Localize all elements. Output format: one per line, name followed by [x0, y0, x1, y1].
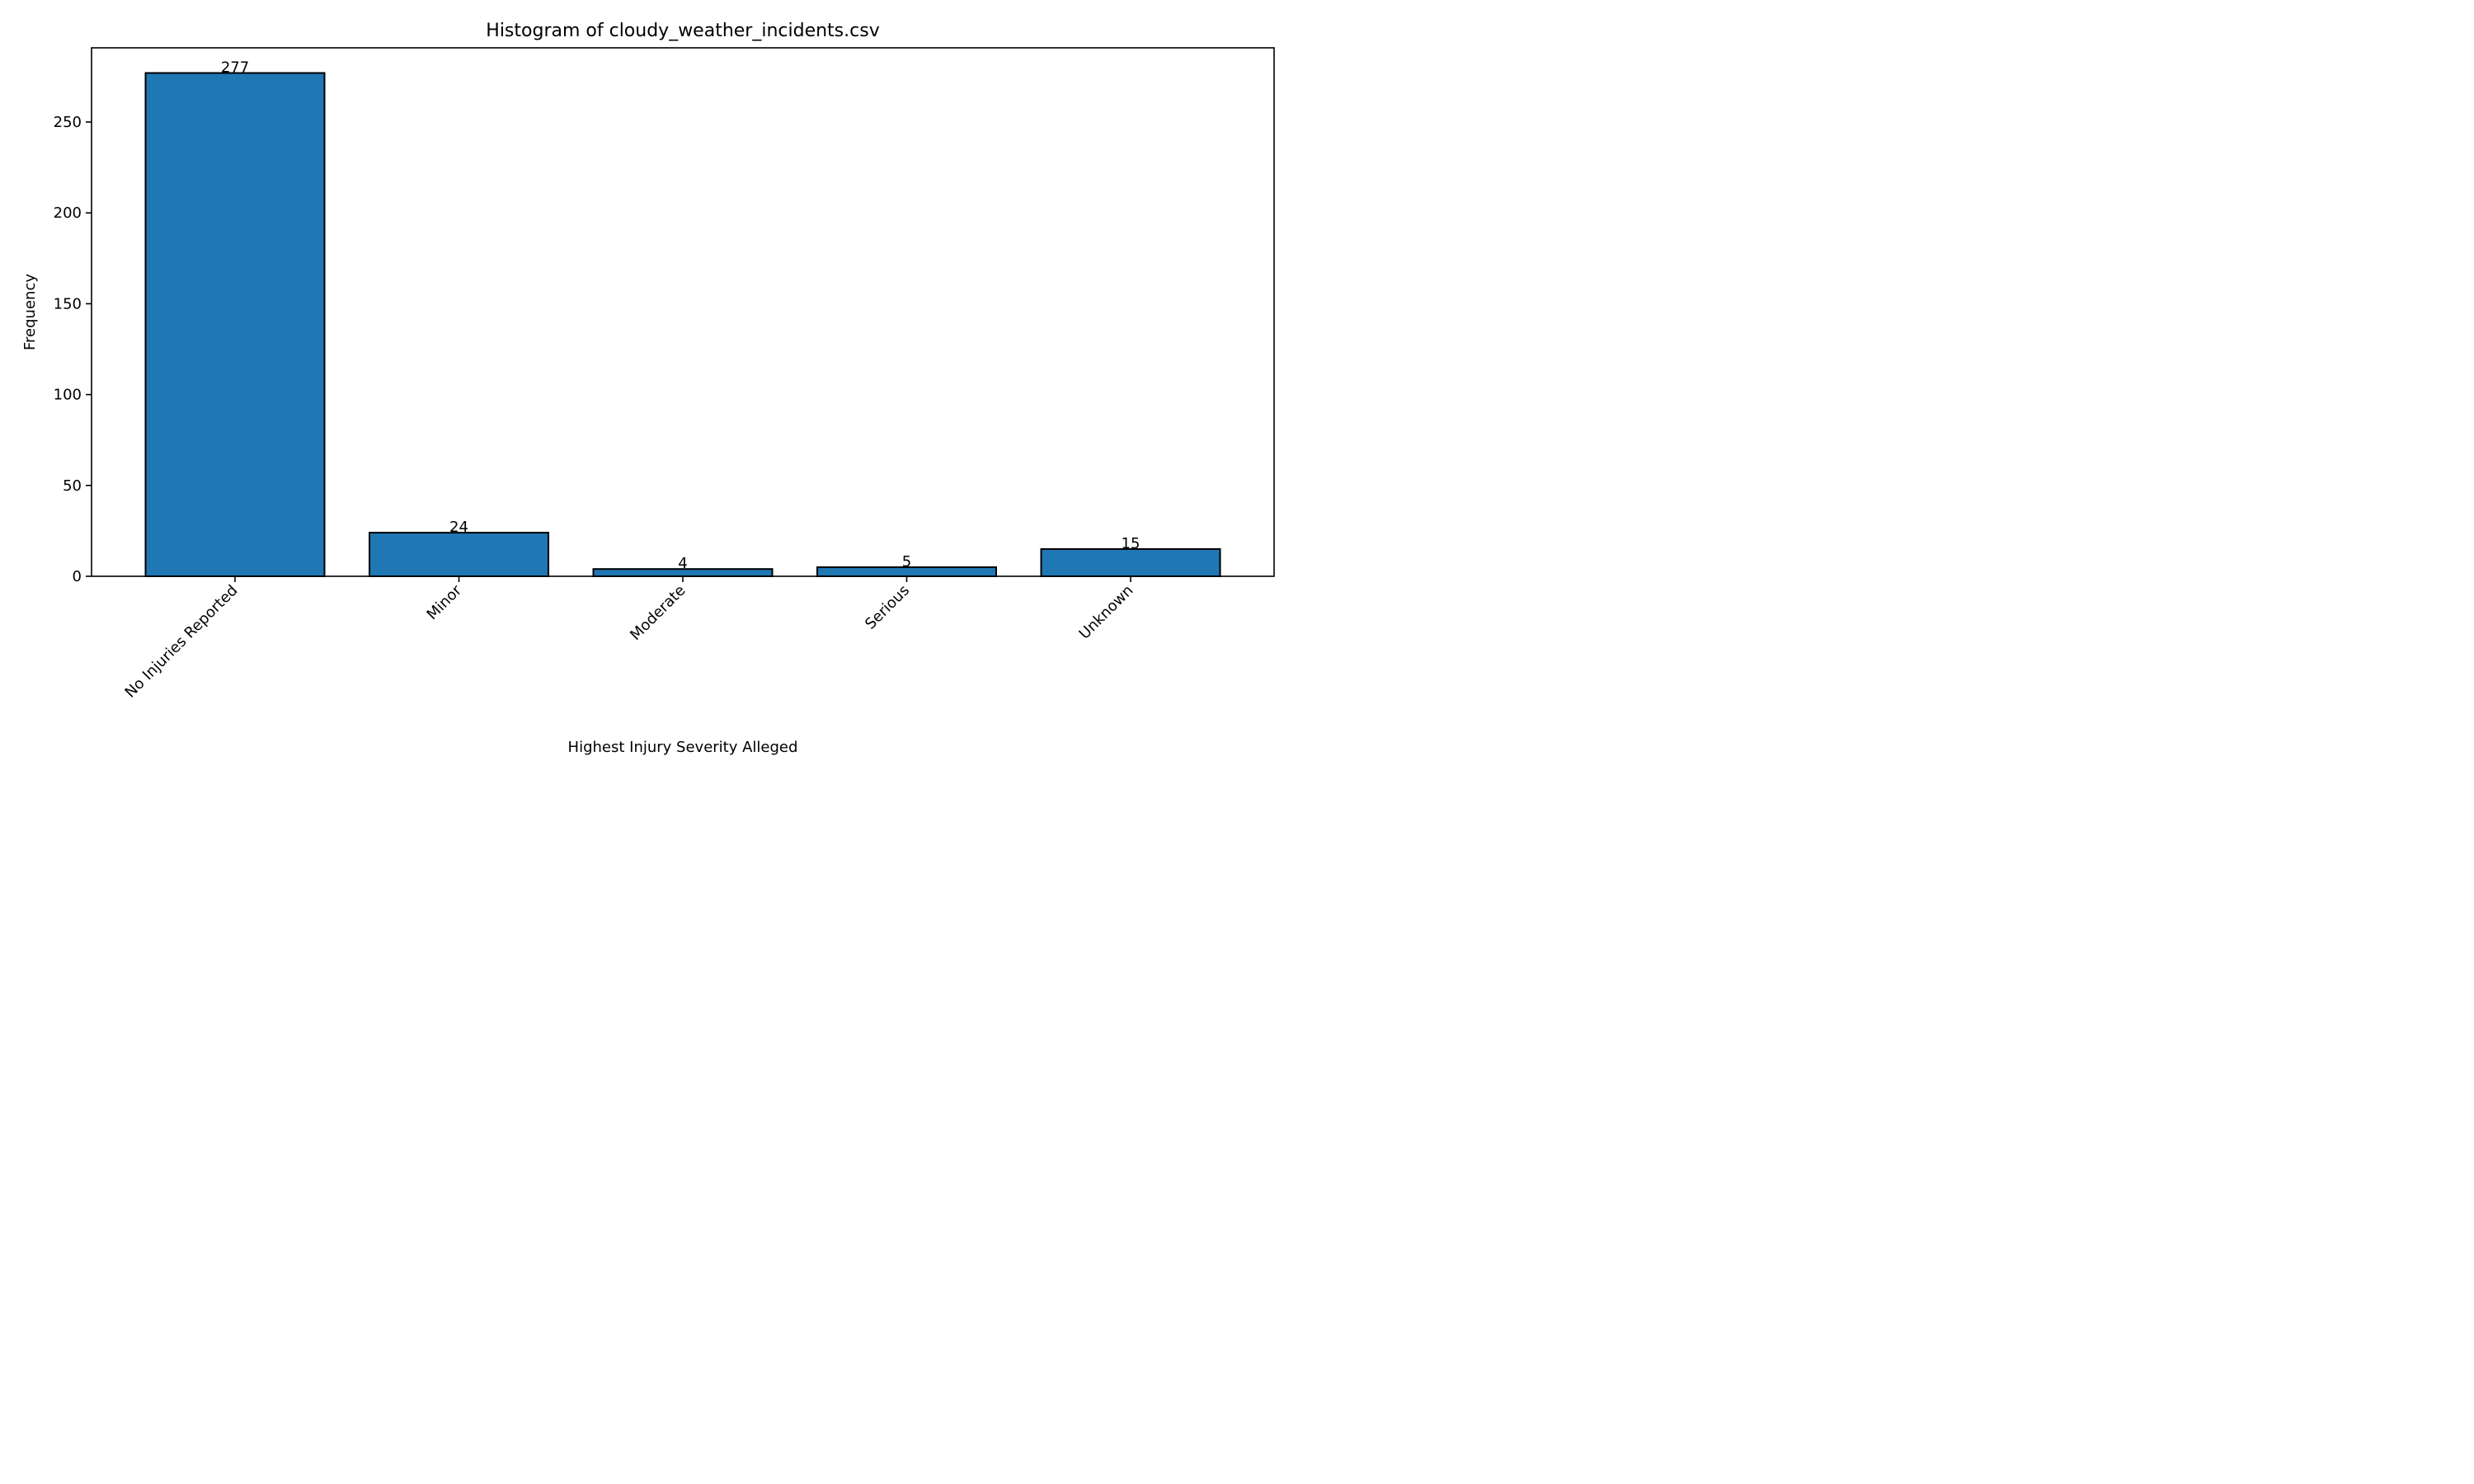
- y-tick-label: 150: [54, 295, 82, 312]
- bar-minor: [369, 532, 549, 577]
- y-tick-label: 50: [63, 477, 82, 495]
- bar-value-label: 15: [1122, 535, 1141, 552]
- bar-value-label: 277: [221, 59, 249, 77]
- chart-container: 277 24 4 5 15 0 50 100 150 200 250 No Injuries Re…: [0, 0, 1293, 777]
- bar-no-injuries-reported: [144, 72, 326, 578]
- y-axis-label: Frequency: [21, 274, 39, 350]
- y-tick-label: 0: [73, 568, 82, 585]
- bar-unknown: [1040, 547, 1221, 577]
- y-axis: 0 50 100 150 200 250: [54, 114, 92, 585]
- bar-value-label: 4: [678, 555, 687, 572]
- bar-value-label: 24: [449, 519, 468, 536]
- x-axis-label: Highest Injury Severity Alleged: [568, 739, 798, 756]
- bars-layer: [144, 72, 1221, 578]
- y-tick-label: 200: [54, 204, 82, 222]
- bar-value-label: 5: [902, 553, 911, 571]
- y-tick-label: 100: [54, 387, 82, 404]
- bar-labels-layer: 277 24 4 5 15: [221, 59, 1141, 573]
- chart-title: Histogram of cloudy_weather_incidents.cs…: [486, 21, 879, 41]
- y-tick-label: 250: [54, 114, 82, 131]
- plot-frame: [91, 47, 1275, 577]
